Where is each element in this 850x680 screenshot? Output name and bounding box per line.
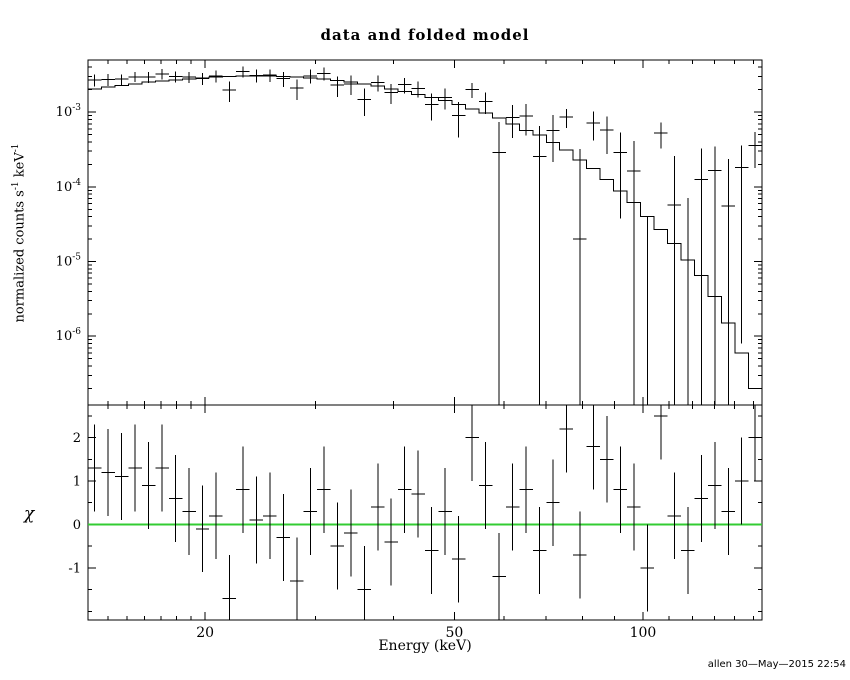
x-axis-label: Energy (keV) (378, 638, 472, 654)
svg-text:0: 0 (73, 518, 81, 533)
svg-text:10-3: 10-3 (56, 103, 82, 120)
svg-text:-1: -1 (68, 561, 81, 576)
y-tick-labels: 10-6 10-5 10-4 10-3 -1 0 1 2 (56, 103, 82, 576)
svg-text:20: 20 (196, 625, 214, 641)
panel-frames (87, 59, 763, 621)
y-axis-label-counts: normalized counts s-1 keV-1 (11, 143, 28, 323)
residual-points (88, 405, 762, 620)
data-points (88, 66, 762, 405)
axes-ticks (88, 60, 762, 620)
svg-text:1: 1 (73, 475, 81, 490)
timestamp: allen 30—May—2015 22:54 (707, 659, 846, 670)
svg-text:10-4: 10-4 (56, 178, 82, 195)
svg-text:50: 50 (446, 625, 464, 641)
svg-text:10-5: 10-5 (56, 253, 82, 270)
chart-title: data and folded model (320, 26, 530, 44)
svg-text:10-6: 10-6 (56, 327, 82, 344)
x-tick-labels: 20 50 100 (196, 625, 656, 641)
svg-text:100: 100 (630, 625, 657, 641)
svg-text:2: 2 (73, 431, 81, 446)
y-axis-label-chi: χ (24, 504, 35, 524)
